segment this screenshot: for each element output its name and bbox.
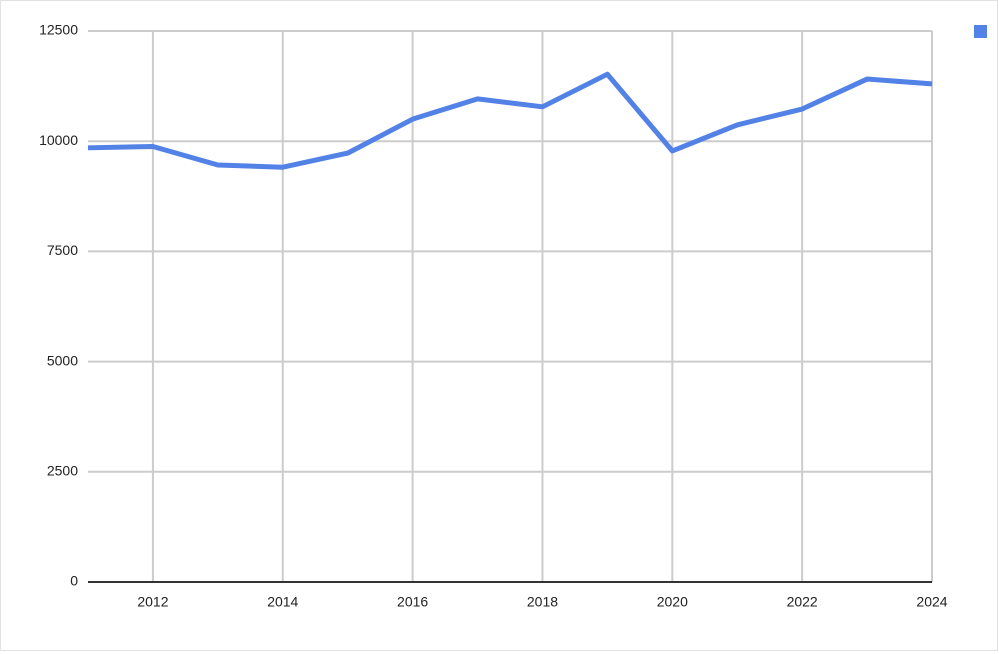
y-tick-label: 10000 xyxy=(39,132,78,148)
series-line xyxy=(87,71,933,170)
grid xyxy=(88,30,933,583)
y-tick-label: 7500 xyxy=(47,242,78,258)
legend-swatch xyxy=(974,25,987,38)
x-tick-label: 2012 xyxy=(137,594,168,610)
plot xyxy=(87,71,933,170)
x-tick-label: 2016 xyxy=(397,594,428,610)
y-tick-label: 0 xyxy=(70,573,78,589)
y-tick-label: 2500 xyxy=(47,463,78,479)
x-tick-label: 2020 xyxy=(657,594,688,610)
x-tick-label: 2022 xyxy=(787,594,818,610)
x-tick-label: 2018 xyxy=(527,594,558,610)
x-tick-label: 2024 xyxy=(916,594,947,610)
y-tick-label: 5000 xyxy=(47,352,78,368)
y-tick-label: 12500 xyxy=(39,22,78,38)
x-tick-label: 2014 xyxy=(267,594,298,610)
